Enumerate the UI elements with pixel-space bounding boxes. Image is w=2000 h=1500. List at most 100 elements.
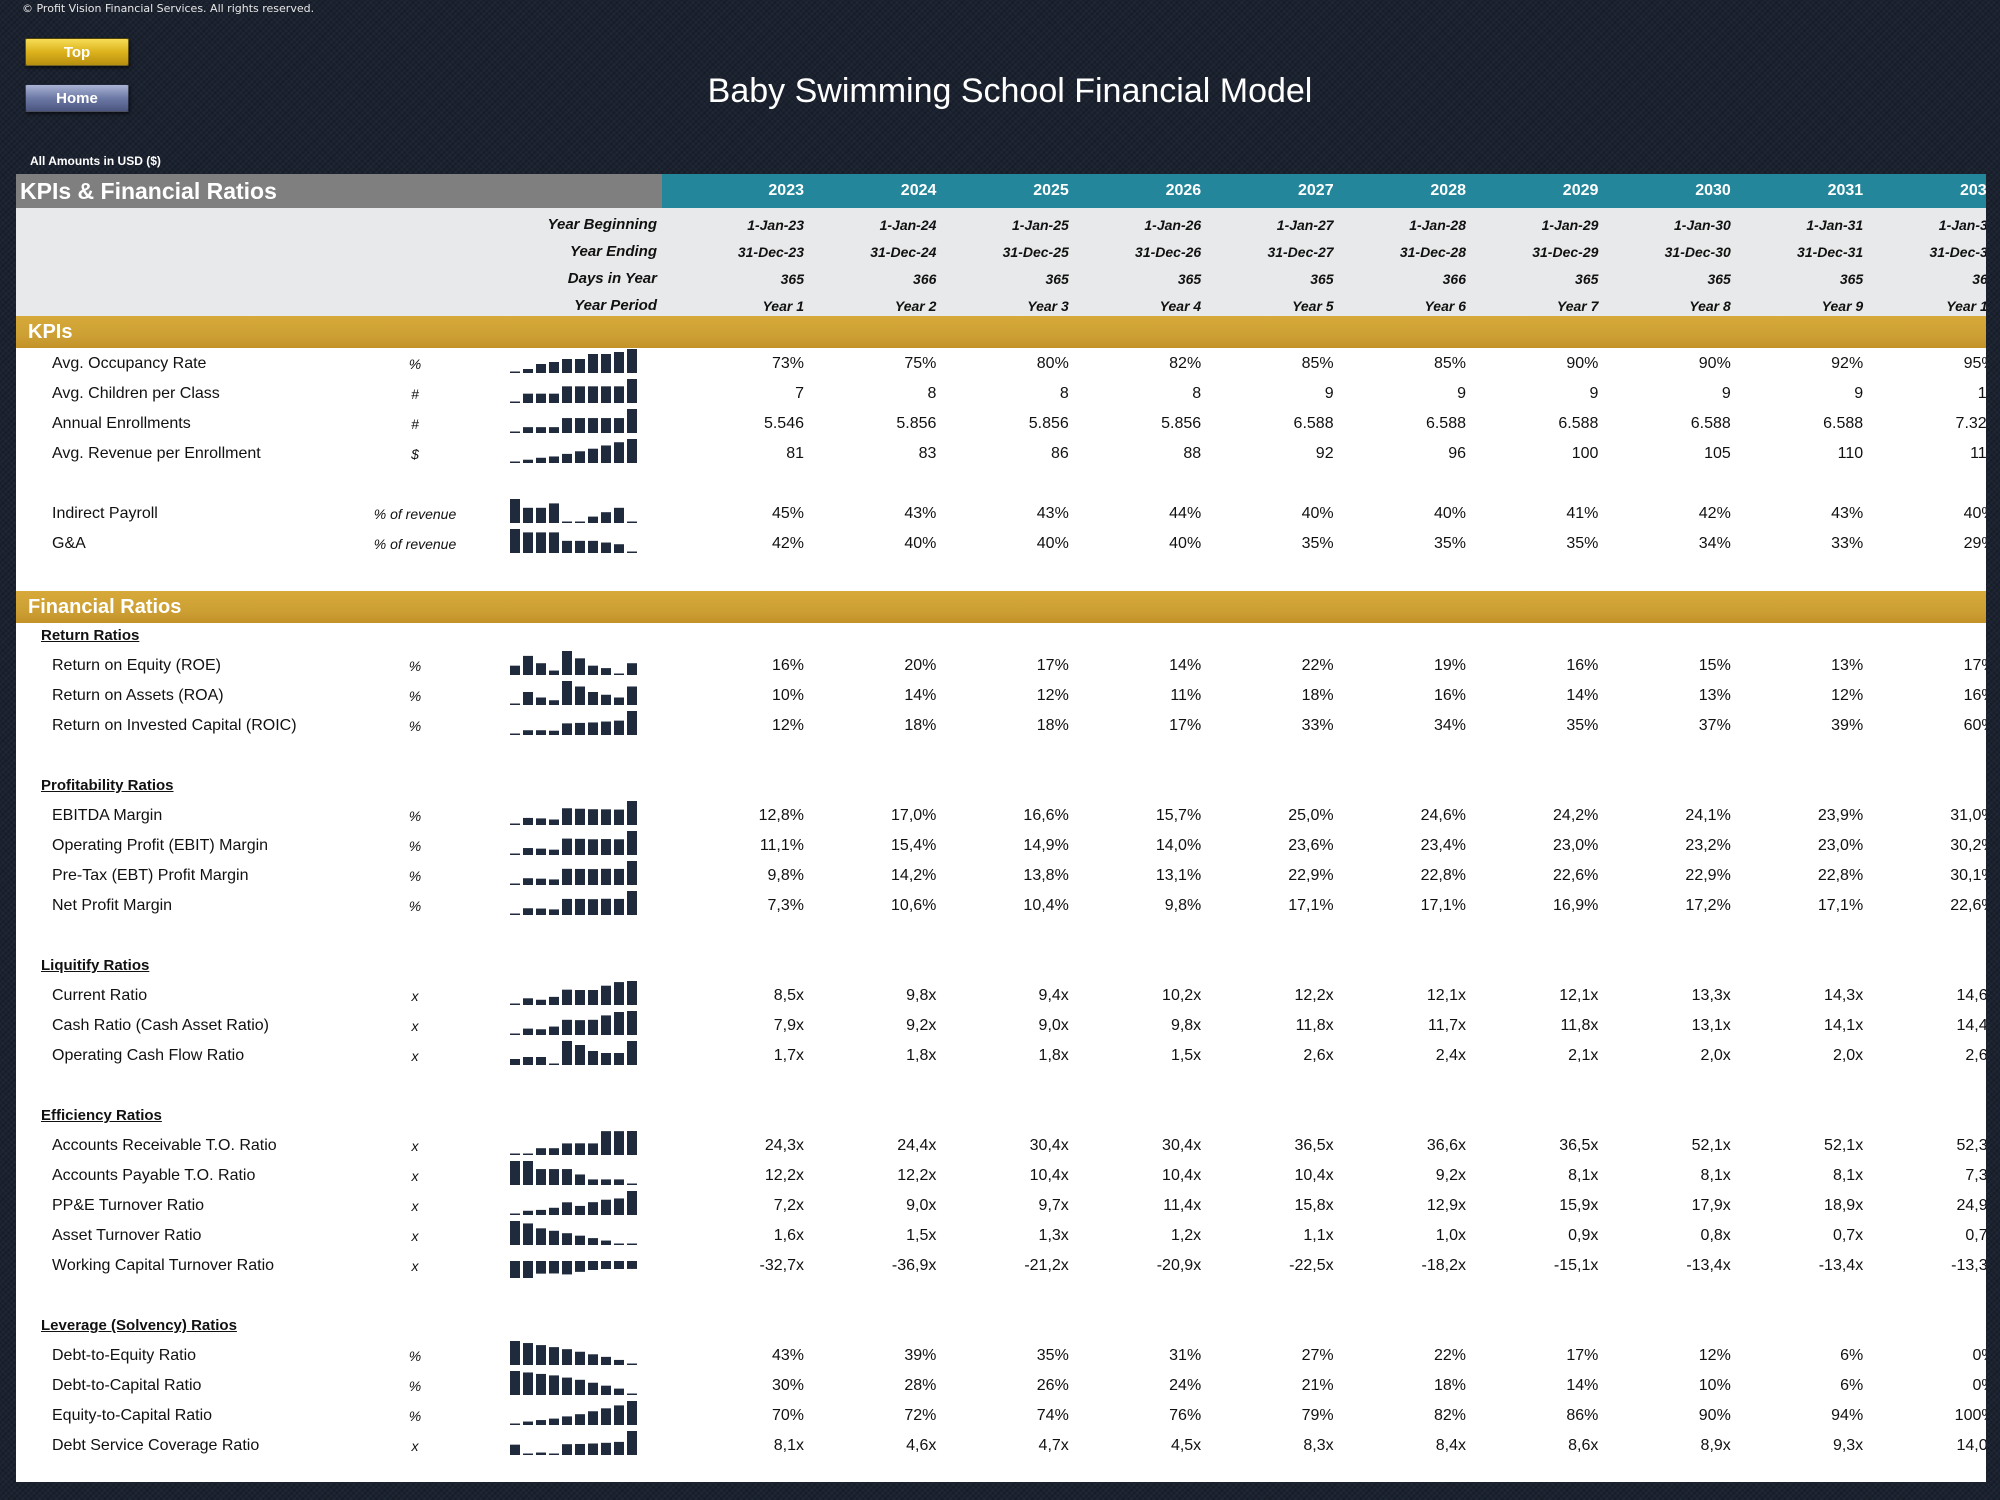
- sparkline-bar: [614, 544, 624, 553]
- value-cell: 35%: [1566, 717, 1599, 734]
- sparkline-bar: [523, 692, 533, 705]
- sparkline-bar: [523, 427, 533, 433]
- sparkline-bar: [523, 1028, 533, 1035]
- year-header-cell: 2023: [768, 182, 804, 199]
- value-cell: 22,6%: [1553, 867, 1599, 884]
- value-cell: 1,5x: [1170, 1047, 1202, 1064]
- value-cell: 92: [1315, 445, 1334, 462]
- value-cell: 12,1x: [1559, 987, 1599, 1004]
- sparkline: [510, 529, 637, 553]
- sparkline-bar: [523, 1161, 533, 1185]
- date-header-cell: Year 9: [1821, 298, 1864, 314]
- sparkline-bar: [601, 445, 611, 463]
- value-cell: 4,5x: [1170, 1437, 1202, 1454]
- table-row: Working Capital Turnover Ratio x -32,7x -36…: [16, 1253, 1986, 1279]
- section-band: Financial Ratios: [16, 591, 1986, 623]
- value-cell: 17%: [1169, 717, 1202, 734]
- sparkline-bar: [588, 1019, 598, 1035]
- sparkline-bar: [523, 1223, 533, 1245]
- value-cell: 80%: [1036, 355, 1069, 372]
- sparkline-bar: [510, 1059, 520, 1065]
- sheet-title: KPIs & Financial Ratios: [16, 174, 662, 208]
- value-cell: 1,3x: [1038, 1227, 1069, 1244]
- sparkline-bar: [575, 1143, 585, 1155]
- date-header-cell: 1-Jan-32: [1938, 217, 1986, 233]
- sparkline-bar: [601, 542, 611, 553]
- sparkline-bar: [549, 1063, 559, 1065]
- value-cell: 90%: [1698, 1407, 1731, 1424]
- sparkline-bar: [536, 730, 546, 735]
- value-cell: -15,1x: [1553, 1257, 1599, 1274]
- sparkline-bar: [562, 808, 572, 825]
- value-cell: 12,2x: [1294, 987, 1334, 1004]
- value-cell: 22,9%: [1685, 867, 1731, 884]
- sparkline-bar: [536, 1452, 546, 1455]
- value-cell: 9,2x: [1435, 1167, 1466, 1184]
- sparkline-bar: [627, 409, 637, 433]
- sparkline-bar: [510, 1161, 520, 1185]
- sparkline-bar: [510, 1003, 520, 1005]
- date-header-cell: 365: [1575, 271, 1599, 287]
- value-cell: 12,9x: [1426, 1197, 1466, 1214]
- sparkline-bar: [549, 456, 559, 463]
- sparkline-bar: [601, 868, 611, 885]
- row-label: G&A: [52, 535, 86, 552]
- sparkline-bar: [614, 1441, 624, 1455]
- value-cell: 88: [1183, 445, 1202, 462]
- value-cell: 14,2%: [891, 867, 937, 884]
- value-cell: 22,8%: [1817, 867, 1864, 884]
- sparkline: [510, 801, 637, 825]
- value-cell: 2,6x: [1965, 1047, 1986, 1064]
- value-cell: 7: [795, 385, 804, 402]
- sparkline-bar: [510, 665, 520, 675]
- value-cell: 8,1x: [773, 1437, 804, 1454]
- sparkline-bar: [588, 1202, 598, 1215]
- value-cell: 82%: [1169, 355, 1202, 372]
- row-label: Cash Ratio (Cash Asset Ratio): [52, 1017, 269, 1034]
- page-title: Baby Swimming School Financial Model: [707, 72, 1313, 110]
- year-header-cell: 2024: [900, 182, 937, 199]
- value-cell: 2,0x: [1700, 1047, 1731, 1064]
- table-row: Debt-to-Equity Ratio% 43% 39% 35% 31% 27% 22% 1…: [16, 1343, 1986, 1369]
- date-header-cell: 1-Jan-27: [1276, 217, 1334, 233]
- sparkline-bar: [523, 1153, 533, 1155]
- sparkline-bar: [536, 1261, 546, 1274]
- sparkline-bar: [562, 1169, 572, 1185]
- value-cell: 9,3x: [1832, 1437, 1864, 1454]
- value-cell: 23,4%: [1420, 837, 1466, 854]
- sparkline-bar: [523, 998, 533, 1005]
- value-cell: 10,4x: [1294, 1167, 1334, 1184]
- sparkline-bar: [562, 1202, 572, 1215]
- row-label: Return on Equity (ROE): [52, 657, 221, 674]
- sparkline-bar: [562, 723, 572, 735]
- sparkline-bar: [601, 354, 611, 373]
- ratio-group-heading: Leverage (Solvency) Ratios: [41, 1317, 237, 1334]
- value-cell: 26%: [1036, 1377, 1069, 1394]
- table-row: Debt Service Coverage Ratio x 8,1x 4,6x 4,7x…: [16, 1433, 1986, 1459]
- sparkline-bar: [627, 1393, 637, 1395]
- top-button[interactable]: Top: [25, 38, 129, 66]
- table-row: Operating Cash Flow Ratio x 1,7x 1,8x 1,8x 1,…: [16, 1043, 1986, 1069]
- value-cell: 6.588: [1823, 415, 1864, 432]
- sparkline-bar: [523, 1057, 533, 1065]
- value-cell: 6.588: [1690, 415, 1731, 432]
- year-header-cell: 2032: [1960, 182, 1986, 199]
- value-cell: 81: [786, 445, 804, 462]
- sparkline-bar: [523, 507, 533, 523]
- sparkline-bar: [510, 1371, 520, 1395]
- sparkline: [510, 1221, 637, 1245]
- value-cell: 11,4x: [1163, 1197, 1202, 1214]
- sparkline-bar: [588, 1261, 598, 1271]
- sparkline-bar: [575, 418, 585, 433]
- home-button[interactable]: Home: [25, 84, 129, 112]
- value-cell: 9: [1324, 385, 1334, 402]
- sparkline-bar: [549, 393, 559, 403]
- value-cell: 96: [1448, 445, 1466, 462]
- date-header-cell: Year 3: [1027, 298, 1069, 314]
- value-cell: 11,8x: [1295, 1017, 1334, 1034]
- value-cell: 2,4x: [1435, 1047, 1466, 1064]
- date-header-cell: Year 5: [1292, 298, 1334, 314]
- value-cell: 2,0x: [1832, 1047, 1864, 1064]
- sparkline-bar: [523, 1421, 533, 1425]
- sparkline-bar: [614, 1243, 624, 1245]
